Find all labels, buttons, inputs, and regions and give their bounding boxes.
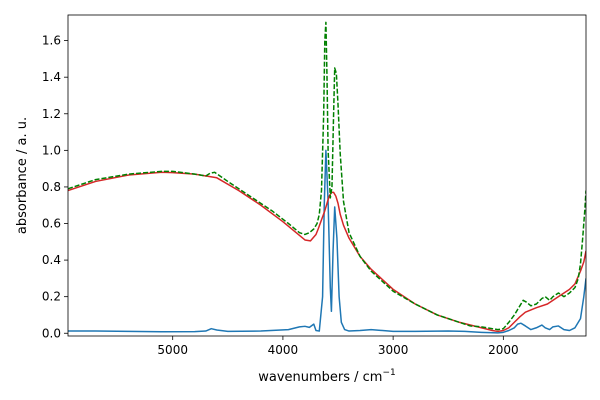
series-layer bbox=[68, 21, 586, 334]
series-line-2 bbox=[68, 171, 586, 333]
y-tick-label: 0.6 bbox=[42, 217, 61, 231]
y-tick-label: 0.8 bbox=[42, 180, 61, 194]
x-axis-label-superscript: −1 bbox=[382, 368, 395, 378]
y-tick-label: 0.4 bbox=[42, 253, 61, 267]
y-tick-label: 1.0 bbox=[42, 143, 61, 157]
plot-frame bbox=[67, 14, 587, 337]
y-tick-label: 0.0 bbox=[42, 326, 61, 340]
x-axis: 5000 4000 3000 2000 bbox=[157, 336, 519, 357]
x-tick-label: 3000 bbox=[378, 343, 409, 357]
y-tick-label: 1.2 bbox=[42, 107, 61, 121]
x-tick-label: 4000 bbox=[268, 343, 299, 357]
series-line-1 bbox=[68, 149, 586, 334]
series-line-3 bbox=[68, 21, 586, 331]
y-axis-label: absorbance / a. u. bbox=[15, 117, 30, 234]
y-tick-label: 1.6 bbox=[42, 34, 61, 48]
y-tick-label: 0.2 bbox=[42, 290, 61, 304]
x-tick-label: 5000 bbox=[157, 343, 188, 357]
y-tick-label: 1.4 bbox=[42, 70, 61, 84]
x-axis-label: wavenumbers / cm−1 bbox=[258, 368, 396, 385]
x-tick-label: 2000 bbox=[488, 343, 519, 357]
x-axis-label-text: wavenumbers / cm bbox=[258, 370, 382, 385]
y-axis: 0.0 0.2 0.4 0.6 0.8 1.0 1.2 1.4 1.6 bbox=[42, 34, 68, 340]
